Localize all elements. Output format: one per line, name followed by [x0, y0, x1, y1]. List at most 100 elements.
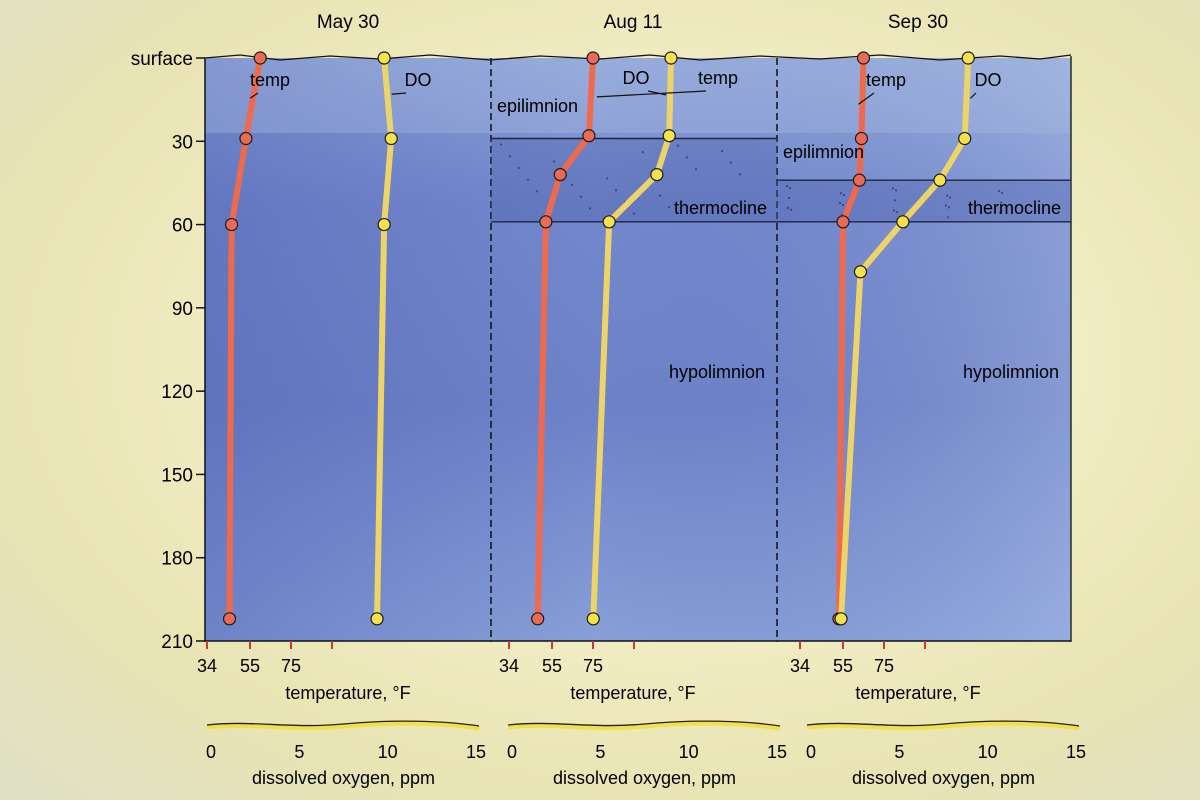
thermocline-speckle [517, 166, 521, 170]
temp-marker [239, 131, 253, 146]
thermocline-speckle [841, 203, 845, 207]
temp-marker [836, 215, 850, 229]
oxygen-tick-label: 15 [1066, 742, 1086, 762]
thermocline-speckle [893, 199, 897, 202]
temperature-tick-label: 55 [542, 656, 562, 676]
thermocline-speckle [838, 202, 842, 205]
layer-bands [491, 137, 1071, 223]
DO-marker [933, 173, 947, 187]
panel-title: Sep 30 [888, 12, 948, 33]
temperature-tick-label: 55 [833, 656, 853, 676]
thermocline-speckle [499, 143, 503, 146]
thermocline-speckle [948, 196, 952, 199]
oxygen-axis-band [507, 720, 781, 731]
DO-marker [853, 265, 868, 279]
temperature-tick-label: 75 [874, 656, 894, 676]
DO-marker [961, 51, 975, 65]
panel-title: Aug 11 [604, 12, 663, 33]
DO-marker [370, 612, 384, 626]
thermocline-speckle [552, 160, 556, 163]
panel-title: May 30 [317, 12, 379, 33]
temp-annotation: temp [698, 68, 738, 88]
thermocline-speckle [685, 156, 689, 159]
temp-marker [586, 51, 600, 65]
thermocline-speckle [641, 150, 645, 154]
thermocline-speckle [632, 212, 636, 215]
DO-marker [650, 168, 664, 182]
thermocline-speckle [605, 177, 609, 180]
thermocline-speckle [839, 192, 843, 195]
thermocline-speckle [694, 167, 698, 171]
temp-leader-line [596, 90, 707, 98]
temp-marker [854, 131, 869, 146]
oxygen-tick-label: 0 [206, 742, 216, 762]
thermocline-speckle [947, 206, 951, 209]
temp-marker [531, 612, 545, 626]
thermocline-speckle [789, 208, 793, 211]
thermocline-speckle [508, 155, 512, 158]
DO-line [838, 55, 972, 622]
temp-annotation: temp [250, 70, 290, 90]
annotations: May 30 temp DO Aug 11 epilimnion thermocline h… [249, 12, 1061, 382]
oxygen-axis-line [206, 720, 480, 727]
oxygen-tick-label: 10 [978, 742, 998, 762]
oxygen-axis-line [507, 720, 781, 727]
y-tick-label: 60 [172, 216, 193, 237]
thermocline-speckle [785, 185, 789, 188]
water-background [204, 54, 1072, 642]
DO-leader-line [970, 92, 977, 99]
oxygen-tick-label: 0 [507, 742, 517, 762]
temperature-axis-label: temperature, °F [285, 683, 410, 703]
thermocline-speckle [720, 149, 724, 153]
thermocline-speckle [945, 194, 949, 197]
temperature-tick-label: 55 [240, 656, 260, 676]
thermocline-label: thermocline [968, 198, 1061, 218]
oxygen-axis-label: dissolved oxygen, ppm [553, 768, 736, 788]
thermocline-speckle [667, 206, 671, 209]
DO-marker [384, 131, 398, 146]
temp-marker [539, 215, 553, 229]
thermocline-speckle [944, 204, 948, 207]
thermocline-speckle [999, 201, 1003, 204]
thermocline-speckle [892, 209, 896, 212]
oxygen-tick-label: 15 [767, 742, 787, 762]
epilimnion-label: epilimnion [783, 142, 864, 162]
thermocline-speckle [946, 216, 950, 219]
thermocline-speckle [676, 144, 680, 147]
temperature-tick-label: 75 [583, 656, 603, 676]
DO-marker [896, 215, 910, 229]
thermocline-speckle [1000, 191, 1004, 194]
temp-marker [856, 51, 871, 65]
y-tick-label: 150 [161, 465, 193, 486]
thermocline-speckle [894, 189, 898, 192]
DO-leader-line [391, 92, 407, 95]
oxygen-tick-label: 10 [679, 742, 699, 762]
series-lines [222, 51, 975, 626]
thermocline-speckle [738, 173, 742, 176]
y-tick-label: 30 [172, 132, 193, 153]
DO-marker [377, 51, 391, 65]
DO-marker [586, 612, 600, 626]
oxygen-axis-line [806, 720, 1080, 727]
thermocline-speckle [588, 207, 592, 210]
thermocline-speckle [895, 210, 899, 214]
DO-annotation: DO [405, 70, 432, 90]
oxygen-axis-label: dissolved oxygen, ppm [252, 768, 435, 788]
thermocline-speckle [787, 196, 791, 200]
DO-marker [662, 129, 676, 143]
thermocline-speckle [711, 211, 715, 214]
temperature-tick-label: 75 [281, 656, 301, 676]
oxygen-axis-band [206, 720, 480, 731]
DO-marker [664, 51, 678, 65]
temp-leader-line [858, 92, 875, 105]
DO-line [374, 55, 395, 622]
thermocline-band [491, 138, 777, 222]
temperature-tick-label: 34 [790, 656, 810, 676]
thermocline-label: thermocline [674, 198, 767, 218]
thermocline-speckle [570, 183, 574, 187]
temperature-tick-label: 34 [499, 656, 519, 676]
thermocline-speckle [535, 190, 539, 193]
DO-leader-line [647, 90, 667, 96]
